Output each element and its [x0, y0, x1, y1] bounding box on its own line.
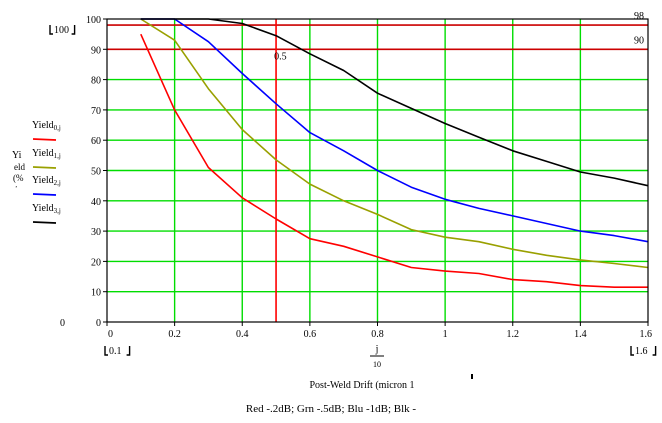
- x-tick-label: 1.4: [574, 329, 587, 340]
- ylabel-fragment: ʼ: [15, 185, 17, 193]
- corner-bracket-right: [126, 346, 131, 356]
- legend-label: Yield0,j: [32, 120, 61, 132]
- vline-label: 0.5: [274, 51, 287, 62]
- y-tick-label: 60: [91, 136, 101, 147]
- x-tick-label: 1.6: [640, 329, 653, 340]
- legend-item: Yield3,j: [32, 203, 61, 224]
- legend-label: Yield1,j: [32, 148, 61, 160]
- legend-swatch-0: [32, 138, 57, 141]
- y-tick-label: 0: [96, 318, 101, 329]
- corner-bracket-left: [49, 25, 53, 35]
- corner-bracket-left: [630, 346, 634, 356]
- y-min-corner-label: 0: [60, 318, 65, 329]
- y-tick-label: 40: [91, 197, 101, 208]
- y-max-corner-label: 100: [49, 25, 76, 36]
- y-tick-label: 70: [91, 106, 101, 117]
- legend-swatch-2: [32, 193, 57, 196]
- x-var-denominator: 10: [373, 360, 381, 369]
- x-tick-label: 0.6: [304, 329, 317, 340]
- x-max-corner-label: 1.6: [630, 346, 657, 357]
- corner-bracket-right: [652, 346, 657, 356]
- y-tick-label: 20: [91, 257, 101, 268]
- legend-swatch-1: [32, 166, 57, 169]
- hline-label: 90: [634, 35, 644, 46]
- y-max-corner-label-text: 100: [54, 25, 69, 36]
- legend-item: Yield2,j: [32, 175, 61, 196]
- legend-item: Yield0,j: [32, 120, 61, 141]
- y-tick-label: 30: [91, 227, 101, 238]
- series-line-3: [140, 18, 649, 187]
- x-var-numerator: j: [375, 344, 379, 355]
- series-line-0: [140, 33, 648, 289]
- x-tick-label: 0.4: [236, 329, 249, 340]
- y-tick-label: 10: [91, 288, 101, 299]
- x-tick-label: 1: [443, 329, 448, 340]
- x-max-corner-label-text: 1.6: [635, 346, 648, 357]
- legend-item: Yield1,j: [32, 148, 61, 169]
- caption: Red -.2dB; Grn -.5dB; Blu -1dB; Blk -: [246, 403, 417, 415]
- legend-swatch-3: [32, 221, 57, 224]
- x-tick-label: 0.8: [371, 329, 384, 340]
- ylabel-fragment: (%: [13, 173, 24, 183]
- x-tick-label: 1.2: [507, 329, 520, 340]
- x-min-corner-label-text: 0.1: [109, 346, 122, 357]
- y-tick-label: 50: [91, 167, 101, 178]
- y-tick-label: 100: [86, 15, 101, 26]
- corner-bracket-right: [71, 25, 76, 35]
- y-tick-label: 90: [91, 45, 101, 56]
- corner-bracket-left: [104, 346, 108, 356]
- legend-label: Yield2,j: [32, 175, 61, 187]
- hline-label: 98: [634, 11, 644, 22]
- series-line-1: [140, 18, 649, 269]
- legend-label: Yield3,j: [32, 203, 61, 215]
- ylabel-fragment: Yi: [12, 150, 22, 161]
- y-tick-label: 80: [91, 76, 101, 87]
- ylabel-fragment: eld: [14, 162, 25, 172]
- x-tick-label: 0.2: [168, 329, 181, 340]
- axis-mark: [471, 374, 473, 379]
- x-tick-label: 0: [108, 329, 113, 340]
- series-line-2: [140, 18, 649, 243]
- x-axis-title: Post-Weld Drift (micron 1: [309, 380, 414, 391]
- x-min-corner-label: 0.1: [104, 346, 131, 357]
